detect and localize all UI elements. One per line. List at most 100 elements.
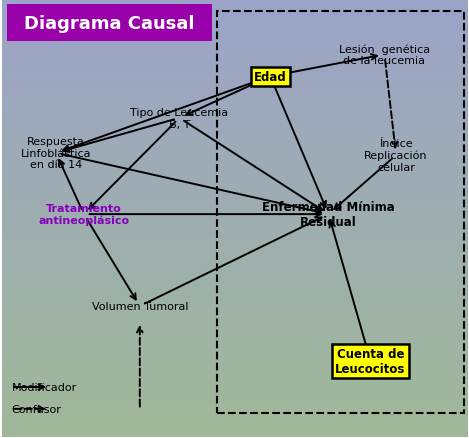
Bar <box>2 21 469 22</box>
Bar <box>2 159 469 161</box>
Bar <box>2 215 469 216</box>
Bar <box>2 371 469 372</box>
Bar <box>2 321 469 322</box>
Bar <box>2 40 469 42</box>
Bar <box>2 399 469 401</box>
Bar <box>2 10 469 11</box>
Bar <box>2 133 469 134</box>
Bar <box>2 276 469 277</box>
Bar <box>2 43 469 44</box>
Bar <box>2 229 469 231</box>
Bar <box>2 295 469 296</box>
Bar <box>2 233 469 235</box>
Bar <box>2 328 469 330</box>
Bar <box>2 187 469 188</box>
Bar <box>2 375 469 376</box>
Bar <box>2 88 469 89</box>
Bar <box>2 210 469 212</box>
Bar <box>2 325 469 327</box>
Bar <box>2 382 469 383</box>
Bar <box>2 405 469 407</box>
Bar <box>2 327 469 328</box>
Bar <box>2 423 469 424</box>
Bar <box>2 392 469 394</box>
Bar <box>2 100 469 101</box>
Bar <box>2 186 469 187</box>
Bar <box>2 190 469 191</box>
Bar <box>2 114 469 116</box>
Bar <box>2 5 469 7</box>
Bar <box>2 46 469 47</box>
Bar <box>2 414 469 416</box>
Bar <box>2 416 469 417</box>
Bar <box>2 421 469 423</box>
Bar <box>2 178 469 180</box>
Bar <box>2 164 469 165</box>
Bar <box>2 270 469 272</box>
Bar <box>2 300 469 302</box>
Bar <box>2 379 469 381</box>
Bar <box>2 69 469 71</box>
Bar <box>2 427 469 428</box>
Bar <box>2 194 469 196</box>
Bar <box>2 240 469 241</box>
Bar <box>2 408 469 410</box>
Bar <box>2 354 469 356</box>
Bar <box>2 373 469 375</box>
Bar <box>2 248 469 250</box>
Bar <box>2 324 469 325</box>
Bar <box>217 12 464 413</box>
Bar <box>2 413 469 414</box>
Bar <box>2 44 469 46</box>
Bar <box>2 378 469 379</box>
Bar <box>2 196 469 197</box>
Bar <box>2 138 469 139</box>
Bar <box>2 279 469 280</box>
Bar <box>2 153 469 155</box>
Bar <box>2 424 469 426</box>
Bar <box>2 426 469 427</box>
Bar <box>2 72 469 74</box>
Bar <box>2 304 469 305</box>
Text: Cuenta de
Leucocitos: Cuenta de Leucocitos <box>335 347 406 375</box>
Bar <box>2 290 469 292</box>
Bar <box>2 268 469 270</box>
Text: Tipo de Leucemia
B, T: Tipo de Leucemia B, T <box>130 108 228 129</box>
Bar <box>2 389 469 391</box>
Bar <box>2 225 469 226</box>
Bar <box>2 181 469 183</box>
Bar <box>2 148 469 149</box>
Bar <box>2 97 469 98</box>
Bar <box>2 145 469 146</box>
Bar <box>2 261 469 263</box>
Bar <box>2 340 469 341</box>
Bar <box>2 330 469 331</box>
Bar <box>2 33 469 34</box>
Bar <box>2 101 469 102</box>
Text: Respuesta
Linfoblástica
en día 14: Respuesta Linfoblástica en día 14 <box>21 137 91 170</box>
Bar <box>2 121 469 123</box>
Bar <box>2 119 469 120</box>
Bar <box>2 59 469 60</box>
Bar <box>2 89 469 91</box>
Bar <box>2 35 469 37</box>
Bar <box>2 25 469 27</box>
Bar <box>2 244 469 245</box>
Bar <box>2 428 469 430</box>
Text: Confusor: Confusor <box>12 404 61 414</box>
Bar <box>2 2 469 4</box>
Bar <box>2 360 469 362</box>
Bar <box>2 209 469 210</box>
Bar <box>2 356 469 357</box>
Bar <box>2 349 469 350</box>
Bar <box>2 381 469 382</box>
Bar <box>2 124 469 126</box>
Bar <box>2 75 469 76</box>
Bar <box>2 338 469 340</box>
Bar <box>2 272 469 273</box>
Bar <box>2 277 469 279</box>
Bar <box>2 257 469 258</box>
Bar <box>2 394 469 395</box>
Bar <box>2 319 469 321</box>
Bar <box>2 337 469 338</box>
